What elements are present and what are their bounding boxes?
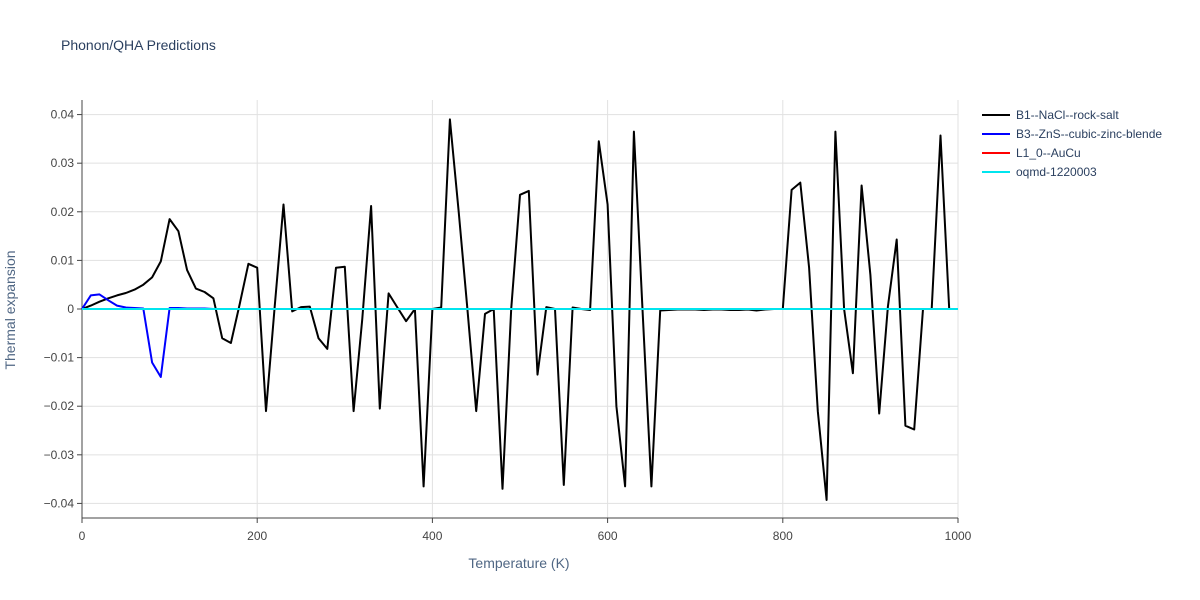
x-axis-title: Temperature (K) [468, 555, 569, 571]
legend-label: B1--NaCl--rock-salt [1016, 108, 1119, 122]
legend-item[interactable]: B3--ZnS--cubic-zinc-blende [982, 127, 1162, 141]
y-tick-label: −0.02 [44, 399, 75, 413]
y-tick-label: 0.01 [51, 253, 75, 267]
legend-item[interactable]: oqmd-1220003 [982, 165, 1097, 179]
y-tick-label: 0.04 [51, 108, 75, 122]
legend[interactable]: B1--NaCl--rock-salt B3--ZnS--cubic-zinc-b… [982, 108, 1162, 179]
x-tick-labels: 0 200 400 600 800 1000 [79, 529, 972, 543]
x-tick-label: 800 [773, 529, 793, 543]
x-tick-label: 0 [79, 529, 86, 543]
x-tick-label: 600 [598, 529, 618, 543]
y-tick-label: 0.03 [51, 156, 75, 170]
series-line-1 [81, 118, 951, 501]
legend-label: oqmd-1220003 [1016, 165, 1097, 179]
x-tick-label: 200 [247, 529, 267, 543]
legend-item[interactable]: B1--NaCl--rock-salt [982, 108, 1119, 122]
y-tick-label: −0.01 [44, 351, 75, 365]
x-tick-label: 400 [422, 529, 442, 543]
legend-label: B3--ZnS--cubic-zinc-blende [1016, 127, 1162, 141]
legend-label: L1_0--AuCu [1016, 146, 1081, 160]
y-tick-label: −0.03 [44, 448, 75, 462]
chart-title: Phonon/QHA Predictions [61, 37, 216, 53]
y-axis-title: Thermal expansion [2, 250, 18, 369]
y-tick-label: −0.04 [44, 496, 75, 510]
y-tick-label: 0 [67, 302, 74, 316]
series-lines [81, 118, 958, 501]
x-tick-label: 1000 [945, 529, 972, 543]
y-tick-label: 0.02 [51, 205, 75, 219]
y-tick-labels: −0.04 −0.03 −0.02 −0.01 0 0.01 0.02 0.03 0.04 [44, 108, 75, 511]
legend-item[interactable]: L1_0--AuCu [982, 146, 1081, 160]
